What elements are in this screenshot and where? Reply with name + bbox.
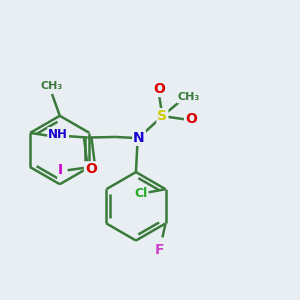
Text: I: I [58, 163, 63, 177]
Text: S: S [158, 109, 167, 123]
Text: CH₃: CH₃ [178, 92, 200, 102]
Text: O: O [185, 112, 197, 126]
Text: F: F [154, 243, 164, 257]
Text: CH₃: CH₃ [41, 81, 63, 91]
Text: Cl: Cl [134, 188, 147, 200]
Text: O: O [85, 162, 97, 176]
Text: O: O [153, 82, 165, 96]
Text: N: N [133, 131, 145, 145]
Text: NH: NH [48, 128, 68, 141]
